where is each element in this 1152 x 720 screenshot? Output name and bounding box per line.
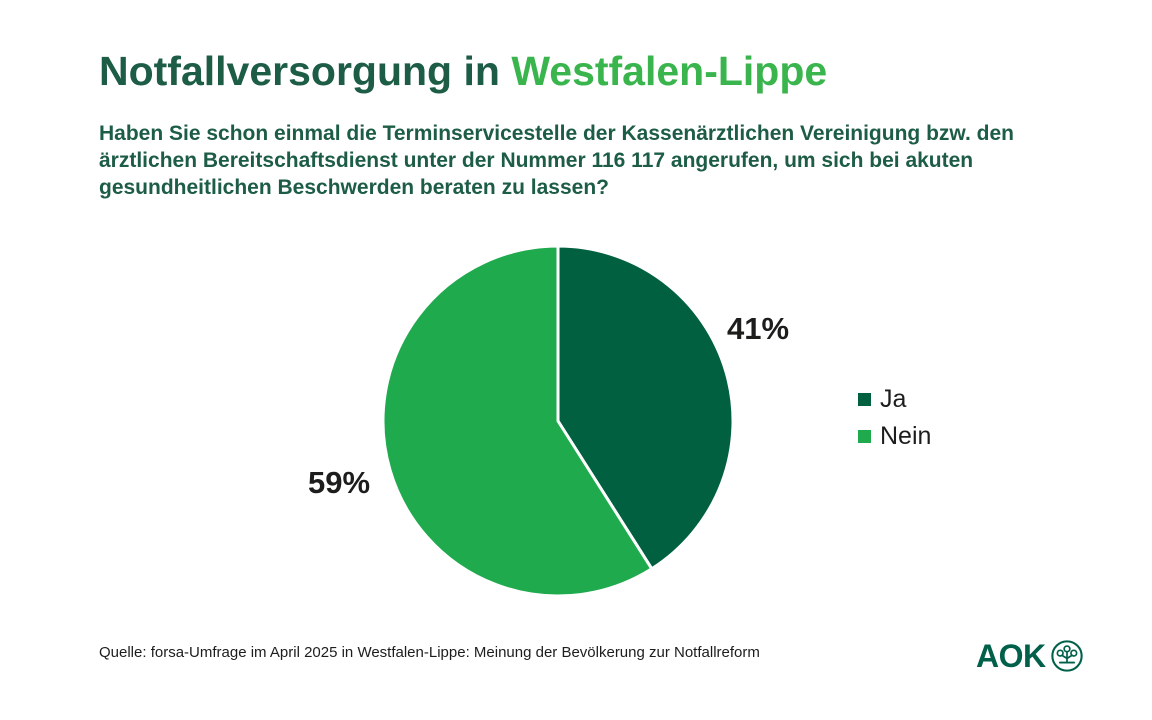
legend-label-nein: Nein [880,422,932,450]
legend: Ja Nein [858,381,931,455]
survey-question: Haben Sie schon einmal die Terminservice… [99,122,1014,199]
aok-tree-icon [1050,640,1083,672]
data-label-ja: 41% [727,311,790,346]
legend-label-ja: Ja [880,385,907,413]
legend-item-nein: Nein [858,418,931,455]
page-title-prefix: Notfallversorgung in [99,48,512,94]
legend-swatch-ja [858,393,871,406]
data-label-nein: 59% [308,465,371,500]
page-title: Notfallversorgung in Westfalen-Lippe [99,48,827,95]
aok-logo: AOK [976,638,1084,674]
legend-swatch-nein [858,430,871,443]
pie-chart-area [381,244,735,598]
pie-chart [381,244,735,598]
page-title-highlight: Westfalen-Lippe [511,48,828,94]
aok-logo-text: AOK [976,638,1046,674]
source-note: Quelle: forsa-Umfrage im April 2025 in W… [99,644,760,661]
pie-slice-nein [381,244,654,598]
legend-item-ja: Ja [858,381,931,418]
